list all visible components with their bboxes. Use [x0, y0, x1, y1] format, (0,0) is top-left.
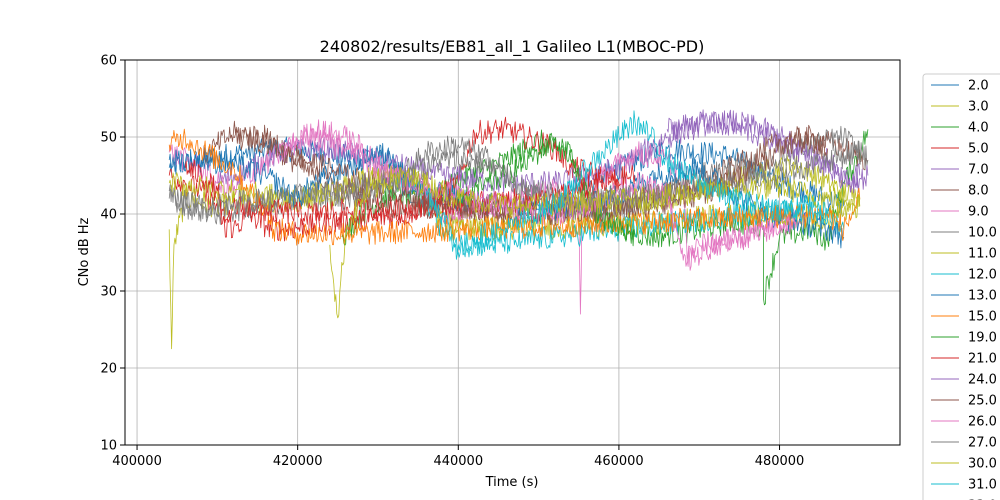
- x-axis: 400000 420000 440000 460000 480000: [112, 445, 804, 469]
- series-line-15-0: [168, 128, 861, 246]
- legend-label: 13.0: [968, 289, 997, 304]
- legend-label: 2.0: [968, 79, 989, 94]
- y-tick-label: 40: [100, 208, 117, 223]
- x-tick-label: 420000: [273, 454, 323, 469]
- legend-label: 5.0: [968, 142, 989, 157]
- legend-label: 15.0: [968, 310, 997, 325]
- plot-frame: [124, 59, 901, 446]
- y-tick-label: 50: [100, 131, 117, 146]
- legend-label: 31.0: [968, 478, 997, 493]
- legend-frame: [922, 73, 1000, 500]
- legend-label: 27.0: [968, 436, 997, 451]
- x-axis-label: Time (s): [485, 475, 539, 490]
- x-tick-label: 480000: [755, 454, 805, 469]
- legend-label: 12.0: [968, 268, 997, 283]
- legend-label: 8.0: [968, 184, 989, 199]
- legend-label: 19.0: [968, 331, 997, 346]
- y-axis: 10 20 30 40 50 60: [100, 54, 125, 454]
- legend-label: 21.0: [968, 352, 997, 367]
- legend-label: 3.0: [968, 100, 989, 115]
- series-line-30-0: [329, 165, 861, 319]
- legend-label: 10.0: [968, 226, 997, 241]
- legend-label: 24.0: [968, 373, 997, 388]
- chart-title: 240802/results/EB81_all_1 Galileo L1(MBO…: [320, 37, 705, 57]
- legend-label: 26.0: [968, 415, 997, 430]
- legend-label: 25.0: [968, 394, 997, 409]
- y-tick-label: 30: [100, 285, 117, 300]
- legend: 2.0 3.0 4.0 5.0 7.0 8.0 9.0 10.0 11.0 12.0 13.0 15.…: [922, 73, 1000, 500]
- legend-label: 33.0: [968, 499, 997, 500]
- y-tick-label: 60: [100, 54, 117, 69]
- x-tick-label: 440000: [433, 454, 483, 469]
- y-tick-label: 10: [100, 439, 117, 454]
- series-line-11-0: [168, 166, 861, 242]
- y-tick-label: 20: [100, 362, 117, 377]
- legend-label: 7.0: [968, 163, 989, 178]
- legend-label: 11.0: [968, 247, 997, 262]
- series-line-31-0: [425, 110, 829, 260]
- legend-label: 4.0: [968, 121, 989, 136]
- x-tick-label: 460000: [594, 454, 644, 469]
- grid-lines: [125, 59, 900, 446]
- legend-label: 30.0: [968, 457, 997, 472]
- y-axis-label: CNo dB Hz: [77, 217, 92, 286]
- series-lines: [168, 109, 869, 350]
- legend-label: 9.0: [968, 205, 989, 220]
- x-tick-label: 400000: [112, 454, 162, 469]
